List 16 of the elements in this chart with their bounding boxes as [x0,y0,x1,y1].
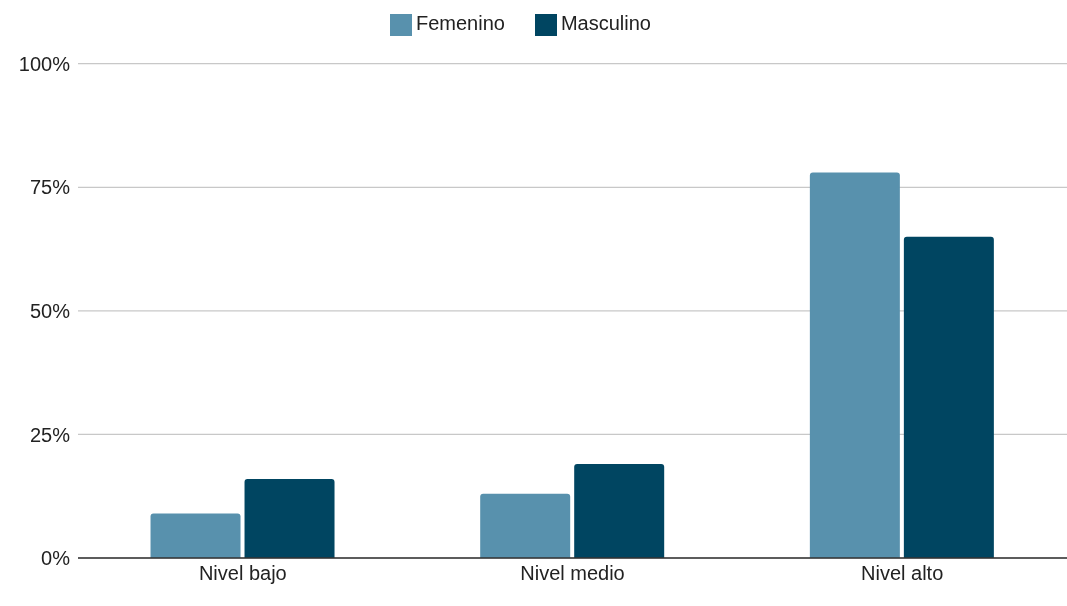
x-tick-label: Nivel alto [861,562,944,585]
y-tick-label: 100% [18,52,71,75]
bar [150,513,241,558]
bar [480,493,571,558]
legend-label: Masculino [560,12,651,34]
bar [574,464,665,558]
x-tick-label: Nivel medio [520,562,625,585]
y-tick-label: 75% [29,176,71,199]
bar [903,236,994,558]
legend-label: Femenino [416,12,505,34]
x-tick-label: Nivel bajo [198,562,287,585]
y-tick-label: 0% [41,547,71,570]
y-tick-label: 50% [29,299,71,322]
y-tick-label: 25% [29,423,71,446]
bar [244,478,335,558]
bar [809,172,900,558]
